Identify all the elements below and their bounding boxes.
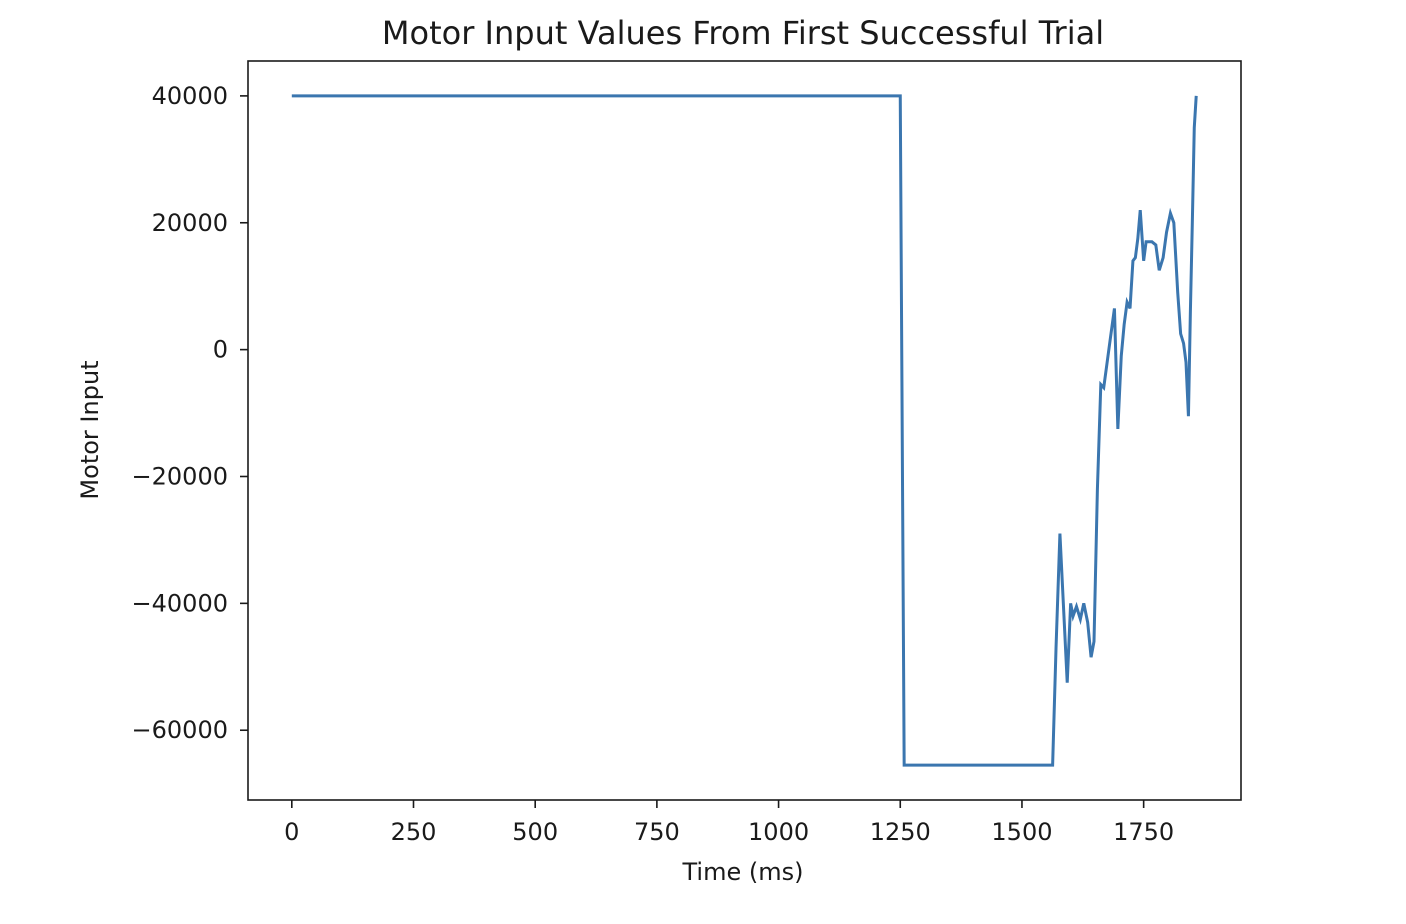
y-axis: 40000 20000 0 −20000 −40000 −60000 [132, 82, 248, 744]
x-tick-label: 250 [391, 818, 437, 846]
x-axis-label: Time (ms) [682, 858, 804, 886]
y-tick-label: 0 [213, 336, 228, 364]
y-tick-label: 40000 [152, 82, 228, 110]
y-axis-label: Motor Input [76, 360, 104, 499]
chart-title: Motor Input Values From First Successful… [382, 14, 1104, 52]
x-tick-label: 500 [512, 818, 558, 846]
y-tick-label: −40000 [132, 589, 228, 617]
motor-input-series-line [291, 94, 1198, 767]
x-tick-label: 1500 [991, 818, 1052, 846]
y-tick-label: 20000 [152, 209, 228, 237]
x-axis: 0 250 500 750 1000 1250 1500 1750 [284, 800, 1174, 846]
y-tick-label: −20000 [132, 462, 228, 490]
y-tick-label: −60000 [132, 716, 228, 744]
x-tick-label: 0 [284, 818, 299, 846]
x-tick-label: 750 [634, 818, 680, 846]
x-tick-label: 1250 [870, 818, 931, 846]
plot-area-frame [247, 60, 1242, 801]
x-tick-label: 1000 [748, 818, 809, 846]
x-tick-label: 1750 [1113, 818, 1174, 846]
